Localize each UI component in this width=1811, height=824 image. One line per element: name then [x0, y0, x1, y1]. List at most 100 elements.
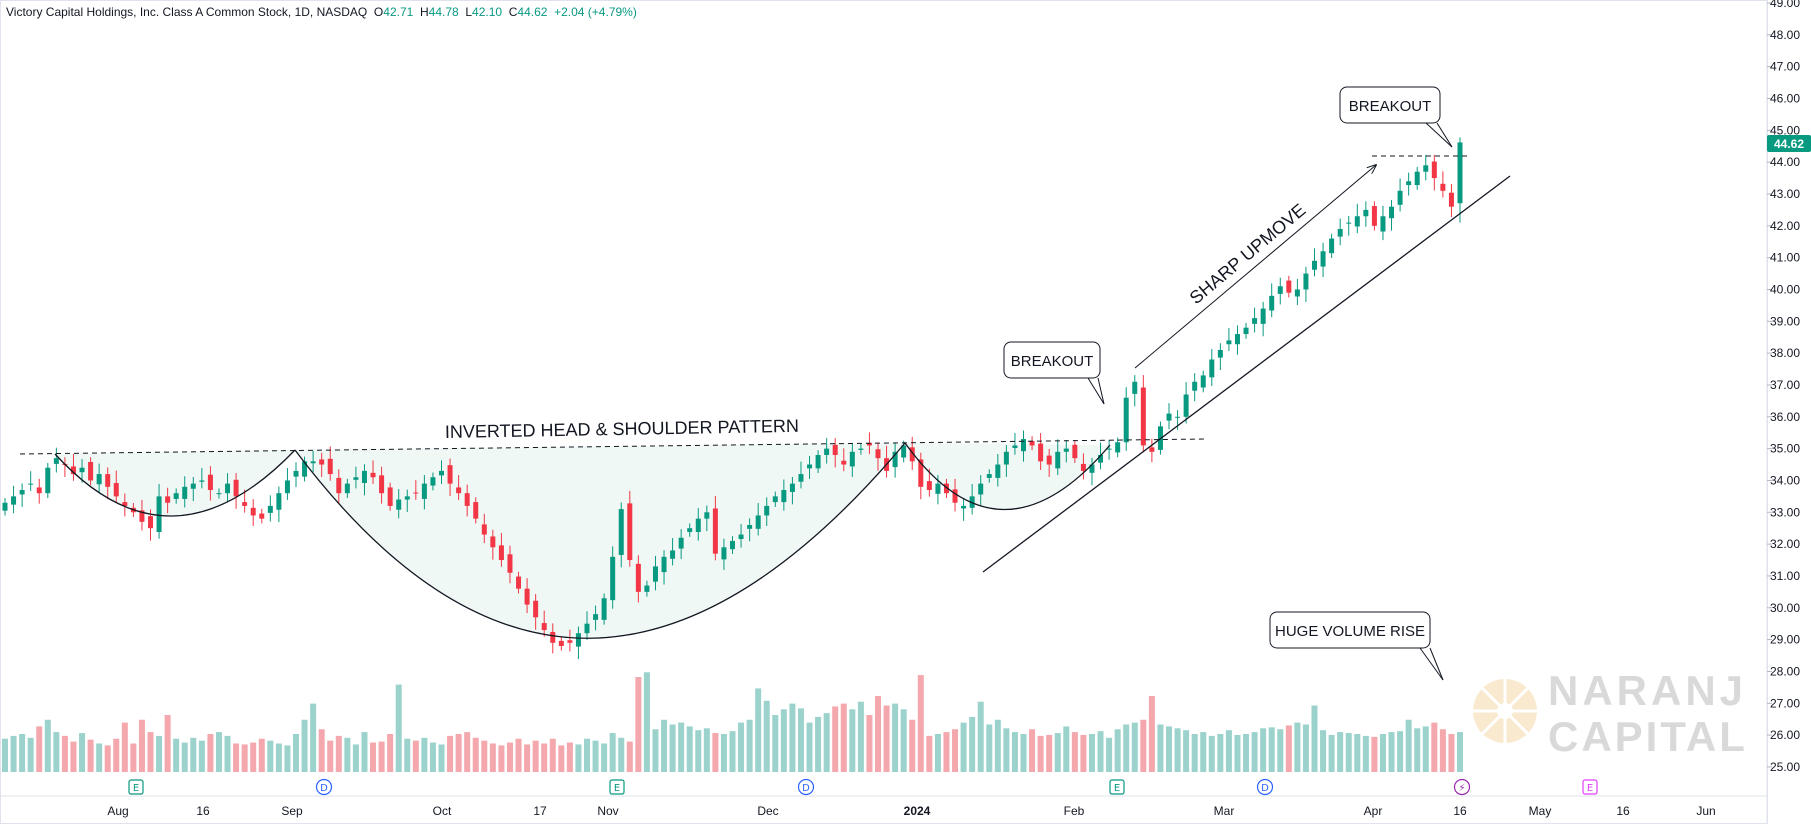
watermark-logo: NARANJ CAPITAL [1473, 667, 1747, 760]
volume-bar [661, 719, 668, 772]
candle-body [1414, 171, 1420, 186]
event-marker[interactable]: E [1582, 779, 1598, 795]
candle-body [1371, 206, 1377, 226]
candle-body [558, 640, 564, 646]
volume-bar [686, 726, 693, 772]
candle-body [1269, 295, 1275, 311]
volume-bar [1371, 736, 1378, 772]
candle-body [1448, 192, 1454, 207]
volume-bar [1354, 734, 1361, 772]
dividend-marker-icon [1256, 778, 1274, 796]
candle-body [952, 489, 958, 503]
event-marker[interactable]: D [315, 778, 333, 796]
volume-bar [618, 737, 625, 772]
candle-body [1021, 439, 1026, 452]
earnings-marker-icon [128, 779, 144, 795]
price-tick-label: 36.00 [1770, 410, 1800, 424]
volume-bar [1431, 722, 1438, 772]
volume-bar [104, 745, 111, 772]
volume-bar [233, 743, 240, 772]
event-marker-label: E [1114, 783, 1120, 794]
volume-bar [643, 672, 650, 772]
volume-bar [387, 734, 394, 772]
candle-body [1072, 444, 1078, 459]
time-tick-label: Mar [1214, 804, 1235, 818]
price-tick-label: 27.00 [1770, 696, 1800, 710]
candle-body [276, 493, 282, 510]
watermark-line-1: NARANJ [1548, 667, 1747, 714]
candle-body [233, 479, 239, 497]
event-marker-label: E [1587, 783, 1593, 794]
volume-bar [806, 722, 813, 772]
event-marker[interactable]: E [128, 779, 144, 795]
volume-bar [969, 716, 976, 772]
volume-bar [258, 738, 265, 772]
event-marker-label: D [802, 783, 810, 794]
volume-bar [1114, 729, 1121, 772]
candle-body [361, 470, 367, 483]
volume-bar [532, 740, 539, 772]
volume-bar [541, 743, 548, 772]
volume-bar [215, 732, 222, 772]
candle-body [918, 459, 924, 487]
event-marker[interactable]: ⚡ [1453, 778, 1471, 796]
candle-body [413, 492, 419, 494]
volume-bar [27, 737, 34, 772]
candle-body [267, 505, 273, 513]
volume-bar [464, 732, 471, 772]
candle-body [464, 493, 470, 506]
candle-body [113, 482, 119, 497]
candle-body [404, 496, 410, 500]
candle-body [439, 470, 444, 476]
volume-bar [695, 730, 702, 772]
time-tick-label: Oct [433, 804, 452, 818]
price-axis[interactable]: 49.00 48.00 47.00 46.00 45.00 44.00 43.00 42.00… [1767, 0, 1800, 774]
candle-body [473, 502, 479, 519]
price-tick-label: 41.00 [1770, 251, 1800, 265]
event-marker[interactable]: E [609, 779, 625, 795]
right-shoulder-curve [904, 442, 1111, 511]
left-shoulder-area [55, 450, 295, 517]
volume-bar [1037, 735, 1044, 772]
candle-body [1063, 448, 1069, 452]
volume-bar [164, 715, 171, 772]
candle-body [1234, 334, 1240, 345]
volume-bar [1046, 734, 1053, 772]
candle-body [584, 623, 590, 634]
event-marker[interactable]: D [797, 778, 815, 796]
open-label: O [373, 5, 384, 19]
candle-body [875, 449, 881, 459]
time-axis[interactable]: Aug 16 Sep Oct 17 Nov Dec 2024 Feb Mar Apr 16 May 16 J… [107, 804, 1715, 818]
volume-bar [1003, 728, 1010, 772]
volume-bar [849, 709, 856, 772]
volume-bar [147, 732, 154, 772]
candle-body [259, 513, 265, 519]
candle-body [284, 480, 290, 494]
volume-bar [327, 740, 334, 772]
candle-body [541, 623, 547, 631]
time-tick-label: Aug [107, 804, 128, 818]
volume-bar [584, 738, 590, 772]
breakout-label-1: BREAKOUT [1011, 353, 1094, 370]
candle-body [122, 502, 128, 506]
volume-bar [10, 735, 17, 772]
candle-body [687, 528, 693, 533]
event-marker[interactable]: E [1109, 779, 1125, 795]
volume-bar [70, 741, 77, 772]
candle-body [19, 489, 25, 495]
volume-bar [455, 734, 462, 772]
trend-line [982, 175, 1511, 573]
volume-bar [1071, 732, 1078, 772]
volume-bar [669, 724, 676, 772]
volume-bar [652, 729, 659, 772]
event-marker[interactable]: D [1256, 778, 1274, 796]
candle-body [935, 483, 941, 494]
price-tick-label: 40.00 [1770, 282, 1800, 296]
candle-body [165, 496, 171, 503]
candlestick-series [2, 137, 1463, 660]
volume-bar [1011, 732, 1018, 772]
volume-bar [1328, 734, 1335, 772]
candle-body [190, 483, 196, 489]
